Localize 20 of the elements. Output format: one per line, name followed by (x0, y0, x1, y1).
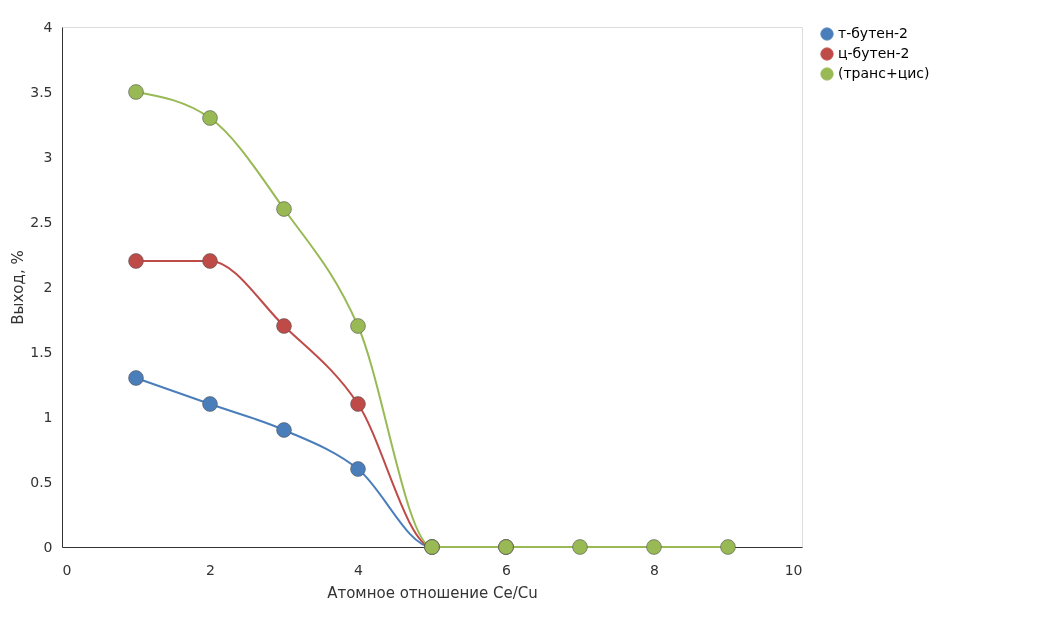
x-tick-label: 0 (62, 561, 72, 578)
x-axis-title: Атомное отношение Ce/Cu (327, 583, 538, 602)
y-tick-label: 0.5 (30, 473, 53, 490)
x-tick-label: 6 (502, 561, 512, 578)
y-tick-label: 1.5 (30, 343, 53, 360)
y-tick-label: 4 (43, 18, 53, 35)
y-tick-label: 3.5 (30, 83, 53, 100)
y-tick-label: 3 (43, 148, 53, 165)
y-tick-label: 2 (43, 278, 53, 295)
x-tick-label: 4 (354, 561, 364, 578)
y-tick-label: 2.5 (30, 213, 53, 230)
x-tick-label: 2 (206, 561, 215, 578)
x-tick-label: 10 (784, 561, 803, 578)
legend-label: ц-бутен-2 (838, 45, 910, 61)
legend-label: (транс+цис) (838, 65, 930, 81)
y-tick-label: 1 (43, 408, 53, 425)
y-axis-title: Выход, % (9, 250, 28, 325)
y-tick-label: 0 (43, 538, 53, 555)
legend-label: т-бутен-2 (838, 25, 909, 41)
x-tick-label: 8 (650, 561, 659, 578)
